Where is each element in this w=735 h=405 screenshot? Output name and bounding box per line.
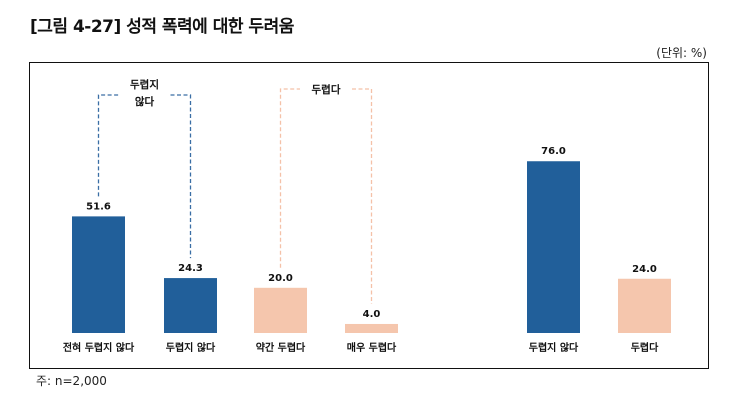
- group-label: 두렵지: [130, 78, 159, 91]
- figure-title: [그림 4-27] 성적 폭력에 대한 두려움: [30, 17, 294, 37]
- data-label: 24.0: [632, 264, 657, 275]
- data-label: 51.6: [86, 201, 111, 212]
- category-label: 두렵다: [631, 341, 659, 354]
- data-label: 24.3: [178, 263, 203, 274]
- data-label: 76.0: [541, 146, 566, 157]
- bar: [72, 216, 125, 333]
- bar: [618, 278, 671, 333]
- category-label: 전혀 두렵지 않다: [63, 341, 135, 354]
- chart-frame: [29, 62, 709, 369]
- category-label: 약간 두렵다: [256, 341, 306, 354]
- category-label: 두렵지 않다: [166, 341, 216, 354]
- data-label: 20.0: [268, 273, 293, 284]
- group-label: 않다: [135, 95, 155, 108]
- category-label: 두렵지 않다: [529, 341, 579, 354]
- group-label: 두렵다: [312, 83, 341, 96]
- bar: [345, 323, 398, 333]
- group-bracket: [279, 88, 373, 304]
- footnote: 주: n=2,000: [36, 374, 107, 388]
- unit-label: (단위: %): [656, 46, 707, 60]
- category-label: 매우 두렵다: [347, 341, 397, 354]
- group-bracket: [97, 94, 192, 259]
- bar: [527, 161, 580, 333]
- data-label: 4.0: [363, 309, 381, 320]
- bar: [254, 287, 307, 333]
- bar: [164, 278, 217, 333]
